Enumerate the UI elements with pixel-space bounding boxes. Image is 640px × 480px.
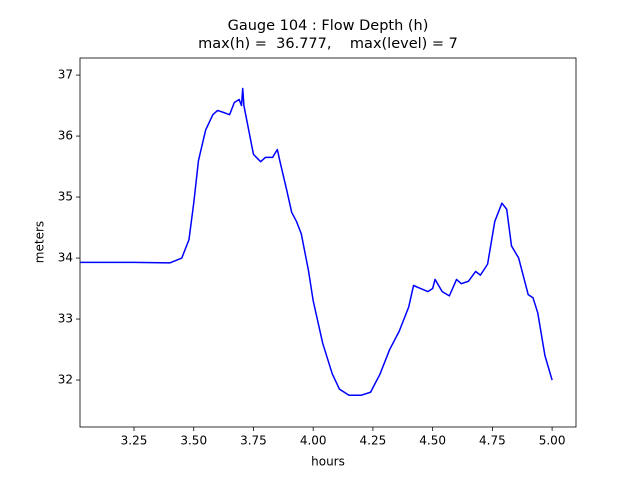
- y-tick-label: 32: [58, 373, 73, 387]
- x-tick-label: 4.00: [300, 434, 327, 448]
- x-tick-label: 4.25: [360, 434, 387, 448]
- chart-subtitle: max(h) = 36.777, max(level) = 7: [198, 36, 458, 52]
- x-tick-label: 3.75: [240, 434, 267, 448]
- y-tick-label: 33: [58, 312, 73, 326]
- x-tick-label: 4.50: [419, 434, 446, 448]
- y-axis-label: meters: [33, 221, 47, 263]
- y-tick-label: 37: [58, 68, 73, 82]
- y-tick-label: 34: [58, 251, 73, 265]
- x-tick-label: 4.75: [479, 434, 506, 448]
- x-tick-label: 3.50: [180, 434, 207, 448]
- x-axis-label: hours: [311, 455, 345, 469]
- y-tick-label: 36: [58, 129, 73, 143]
- y-tick-label: 35: [58, 190, 73, 204]
- x-tick-label: 5.00: [539, 434, 566, 448]
- chart-title: Gauge 104 : Flow Depth (h): [228, 18, 429, 34]
- axes-frame: [79, 57, 577, 428]
- x-tick-label: 3.25: [121, 434, 148, 448]
- line-series: [80, 87, 553, 397]
